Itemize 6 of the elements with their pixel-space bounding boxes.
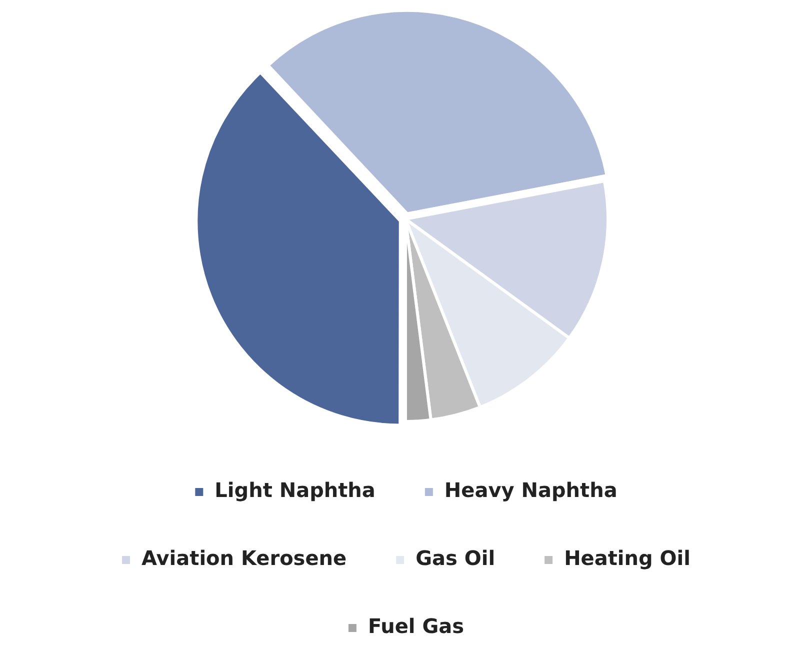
legend-label: Aviation Kerosene: [141, 546, 347, 570]
legend-label: Heavy Naphtha: [444, 478, 618, 502]
legend-label: Fuel Gas: [368, 614, 464, 638]
legend-label: Heating Oil: [564, 546, 691, 570]
legend-label: Gas Oil: [416, 546, 496, 570]
legend-label: Light Naphtha: [214, 478, 376, 502]
